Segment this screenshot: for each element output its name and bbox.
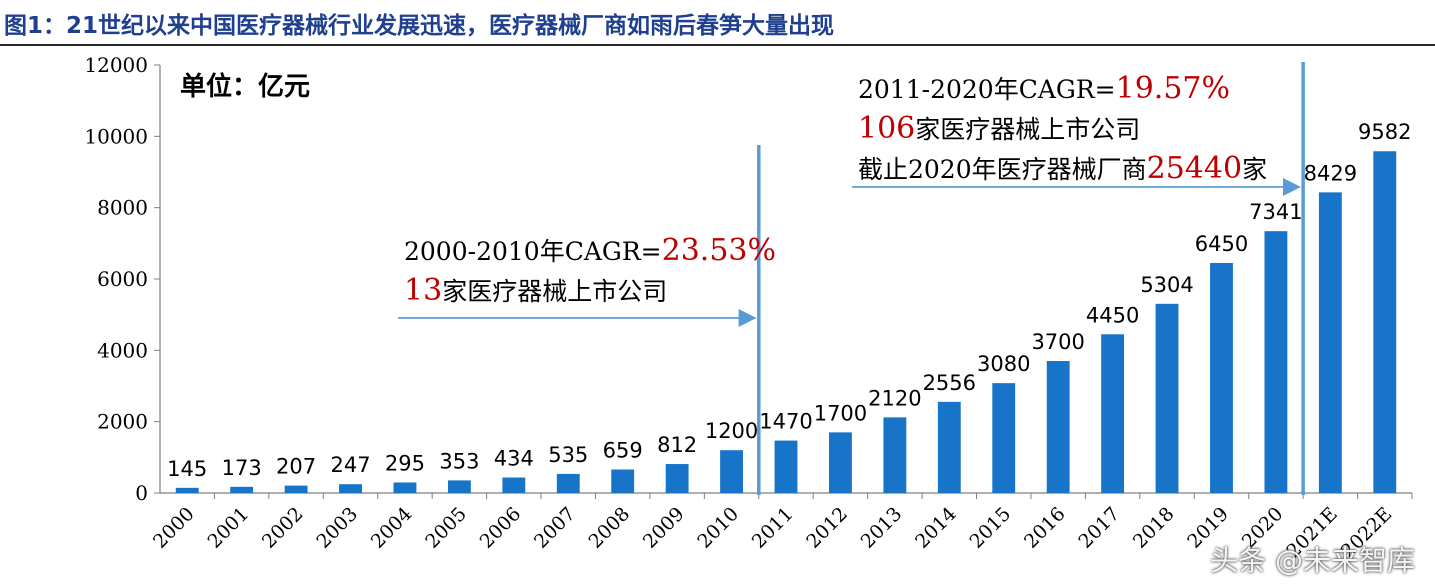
- bar-2007: [556, 473, 580, 493]
- x-tick-label-2005: 2005: [421, 503, 471, 553]
- data-label-2014: 2556: [923, 371, 976, 395]
- bar-2016: [1046, 361, 1070, 493]
- data-label-2022E: 9582: [1358, 120, 1411, 144]
- x-tick-label-2008: 2008: [584, 503, 634, 553]
- data-label-2008: 659: [603, 438, 643, 462]
- data-label-2015: 3080: [977, 352, 1030, 376]
- bar-2005: [447, 480, 471, 493]
- bar-2008: [611, 469, 635, 493]
- bar-2013: [883, 417, 907, 493]
- data-label-2001: 173: [222, 456, 262, 480]
- y-tick-label: 2000: [97, 410, 148, 434]
- y-tick-label: 6000: [97, 267, 148, 291]
- data-label-2018: 5304: [1140, 273, 1193, 297]
- annotation-line: 13家医疗器械上市公司: [404, 273, 667, 308]
- data-label-2020: 7341: [1249, 200, 1302, 224]
- bar-2011: [774, 440, 798, 493]
- bar-2017: [1101, 334, 1125, 493]
- bar-2003: [339, 484, 362, 493]
- bar-2014: [937, 401, 961, 493]
- data-label-2011: 1470: [759, 410, 812, 434]
- data-label-2003: 247: [330, 453, 370, 477]
- x-tick-label-2007: 2007: [530, 503, 580, 553]
- x-tick-label-2010: 2010: [693, 503, 743, 553]
- annotation-text: 截止2020年医疗器械厂商: [858, 155, 1147, 184]
- x-tick-label-2002: 2002: [258, 503, 308, 553]
- chart-bars: [175, 151, 1397, 493]
- x-tick-label-2013: 2013: [857, 503, 907, 553]
- y-tick-label: 10000: [84, 124, 148, 148]
- data-label-2000: 145: [167, 457, 207, 481]
- bar-2010: [720, 450, 743, 493]
- data-label-2012: 1700: [814, 401, 867, 425]
- annotation-line: 2000-2010年CAGR=23.53%: [404, 233, 776, 268]
- bar-2015: [992, 383, 1016, 493]
- bar-2012: [829, 432, 852, 493]
- x-tick-label-2015: 2015: [966, 503, 1016, 553]
- bar-2004: [393, 482, 417, 493]
- x-tick-label-2004: 2004: [367, 503, 417, 553]
- annotation-line: 106家医疗器械上市公司: [858, 111, 1140, 146]
- x-tick-label-2000: 2000: [149, 503, 199, 553]
- bar-2006: [502, 477, 526, 493]
- x-tick-label-2014: 2014: [911, 503, 961, 553]
- title-divider: [0, 44, 1435, 46]
- annotation-text: 2011-2020年CAGR=: [858, 75, 1116, 104]
- data-label-2013: 2120: [868, 386, 921, 410]
- data-label-2005: 353: [439, 449, 479, 473]
- figure-title: 图1：21世纪以来中国医疗器械行业发展迅速，医疗器械厂商如雨后春笋大量出现: [4, 13, 835, 39]
- data-label-2002: 207: [276, 455, 316, 479]
- bar-2022E: [1373, 151, 1397, 493]
- watermark: 头条 @未来智库: [1210, 544, 1415, 577]
- x-tick-label-2012: 2012: [802, 503, 852, 553]
- x-tick-label-2016: 2016: [1020, 503, 1070, 553]
- annotation-text: 家医疗器械上市公司: [442, 277, 667, 306]
- data-label-2004: 295: [385, 451, 425, 475]
- data-label-2019: 6450: [1195, 232, 1248, 256]
- annotation-text: 2000-2010年CAGR=: [404, 237, 662, 266]
- y-tick-label: 0: [135, 481, 148, 505]
- bar-2018: [1155, 303, 1179, 493]
- x-tick-label-2003: 2003: [312, 503, 362, 553]
- x-tick-label-2017: 2017: [1074, 503, 1124, 553]
- bar-2000: [175, 487, 199, 493]
- data-label-2006: 434: [494, 447, 534, 471]
- chart-data-labels: 145 173 207 247 295 353 434 535 659 812 1200 1470 17…: [167, 120, 1411, 481]
- data-label-2016: 3700: [1031, 330, 1084, 354]
- data-label-2007: 535: [548, 443, 588, 467]
- bar-2002: [284, 485, 308, 493]
- annotation-line: 截止2020年医疗器械厂商25440家: [858, 151, 1267, 186]
- y-tick-label: 12000: [84, 53, 148, 77]
- x-tick-label-2011: 2011: [748, 503, 798, 553]
- bar-2001: [230, 486, 254, 493]
- data-label-2009: 812: [657, 433, 697, 457]
- unit-label: 单位：亿元: [180, 71, 310, 102]
- data-label-2010: 1200: [705, 419, 758, 443]
- data-label-2017: 4450: [1086, 303, 1139, 327]
- annotation-text: 家: [1242, 155, 1267, 184]
- x-tick-label-2009: 2009: [639, 503, 689, 553]
- y-tick-label: 8000: [97, 196, 148, 220]
- chart-y-tick-labels: 0 2000 4000 6000 8000 10000 12000: [84, 53, 148, 505]
- bar-2020: [1264, 231, 1288, 493]
- annotation-text: 家医疗器械上市公司: [915, 115, 1140, 144]
- x-tick-label-2006: 2006: [476, 503, 526, 553]
- data-label-2021E: 8429: [1304, 161, 1357, 185]
- chart-annotations: 2000-2010年CAGR=23.53%13家医疗器械上市公司2011-202…: [398, 62, 1305, 495]
- bar-2009: [665, 464, 689, 493]
- annotation-highlight: 25440: [1147, 151, 1242, 186]
- annotation-highlight: 106: [858, 111, 915, 146]
- bar-2021E: [1318, 192, 1342, 493]
- annotation-highlight: 19.57%: [1116, 71, 1230, 106]
- x-tick-label-2001: 2001: [203, 503, 253, 553]
- y-tick-label: 4000: [97, 338, 148, 362]
- annotation-line: 2011-2020年CAGR=19.57%: [858, 71, 1230, 106]
- x-tick-label-2018: 2018: [1129, 503, 1179, 553]
- annotation-highlight: 13: [404, 273, 442, 308]
- bar-2019: [1210, 262, 1233, 493]
- annotation-highlight: 23.53%: [662, 233, 776, 268]
